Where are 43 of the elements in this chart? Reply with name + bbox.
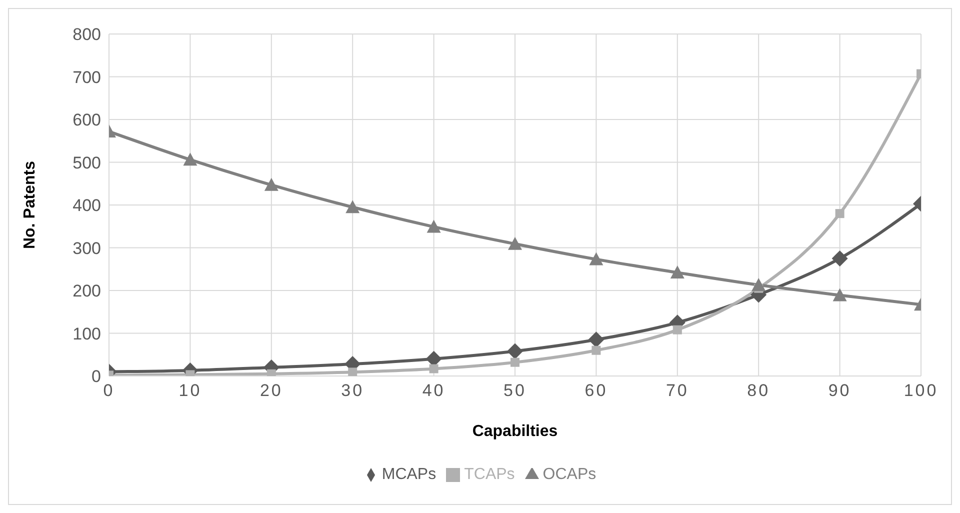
y-tick-label: 300 xyxy=(72,238,101,258)
point xyxy=(264,178,278,191)
legend-label: MCAPs xyxy=(382,466,436,483)
y-tick-label: 600 xyxy=(72,110,101,130)
x-tick-label: 60 xyxy=(584,381,608,400)
x-tick-label: 30 xyxy=(341,381,364,400)
point xyxy=(346,200,360,214)
x-tick-label: 70 xyxy=(666,381,689,400)
x-tick-label: 80 xyxy=(747,381,770,400)
x-tick-label: 10 xyxy=(178,381,202,400)
x-tick-label: 90 xyxy=(828,381,852,400)
point xyxy=(589,252,604,266)
point xyxy=(832,288,847,302)
point xyxy=(588,332,604,348)
point xyxy=(510,358,520,367)
point xyxy=(672,325,682,334)
x-tick-label: 50 xyxy=(504,381,526,400)
y-tick-label: 0 xyxy=(92,367,101,386)
point xyxy=(832,250,848,266)
y-tick-label: 500 xyxy=(72,153,101,172)
point xyxy=(507,343,523,360)
y-axis-title: No. Patents xyxy=(22,160,39,250)
point xyxy=(429,364,438,374)
legend-label: TCAPs xyxy=(464,466,515,483)
point xyxy=(752,278,766,291)
x-tick-label: 100 xyxy=(904,381,938,400)
point xyxy=(592,346,601,355)
y-tick-label: 700 xyxy=(72,68,101,87)
point xyxy=(835,209,844,218)
point xyxy=(670,266,684,279)
point xyxy=(508,236,522,250)
y-tick-label: 100 xyxy=(72,324,101,344)
x-tick-label: 0 xyxy=(103,381,115,400)
x-axis-title: Capabilties xyxy=(472,423,558,440)
legend-label: OCAPs xyxy=(542,466,596,483)
y-tick-label: 800 xyxy=(72,25,101,44)
x-tick-label: 20 xyxy=(260,381,283,400)
y-tick-label: 200 xyxy=(72,282,101,301)
y-tick-label: 400 xyxy=(72,196,101,216)
point xyxy=(183,152,198,166)
point xyxy=(348,368,358,376)
point xyxy=(426,220,441,233)
x-tick-label: 40 xyxy=(422,381,446,400)
